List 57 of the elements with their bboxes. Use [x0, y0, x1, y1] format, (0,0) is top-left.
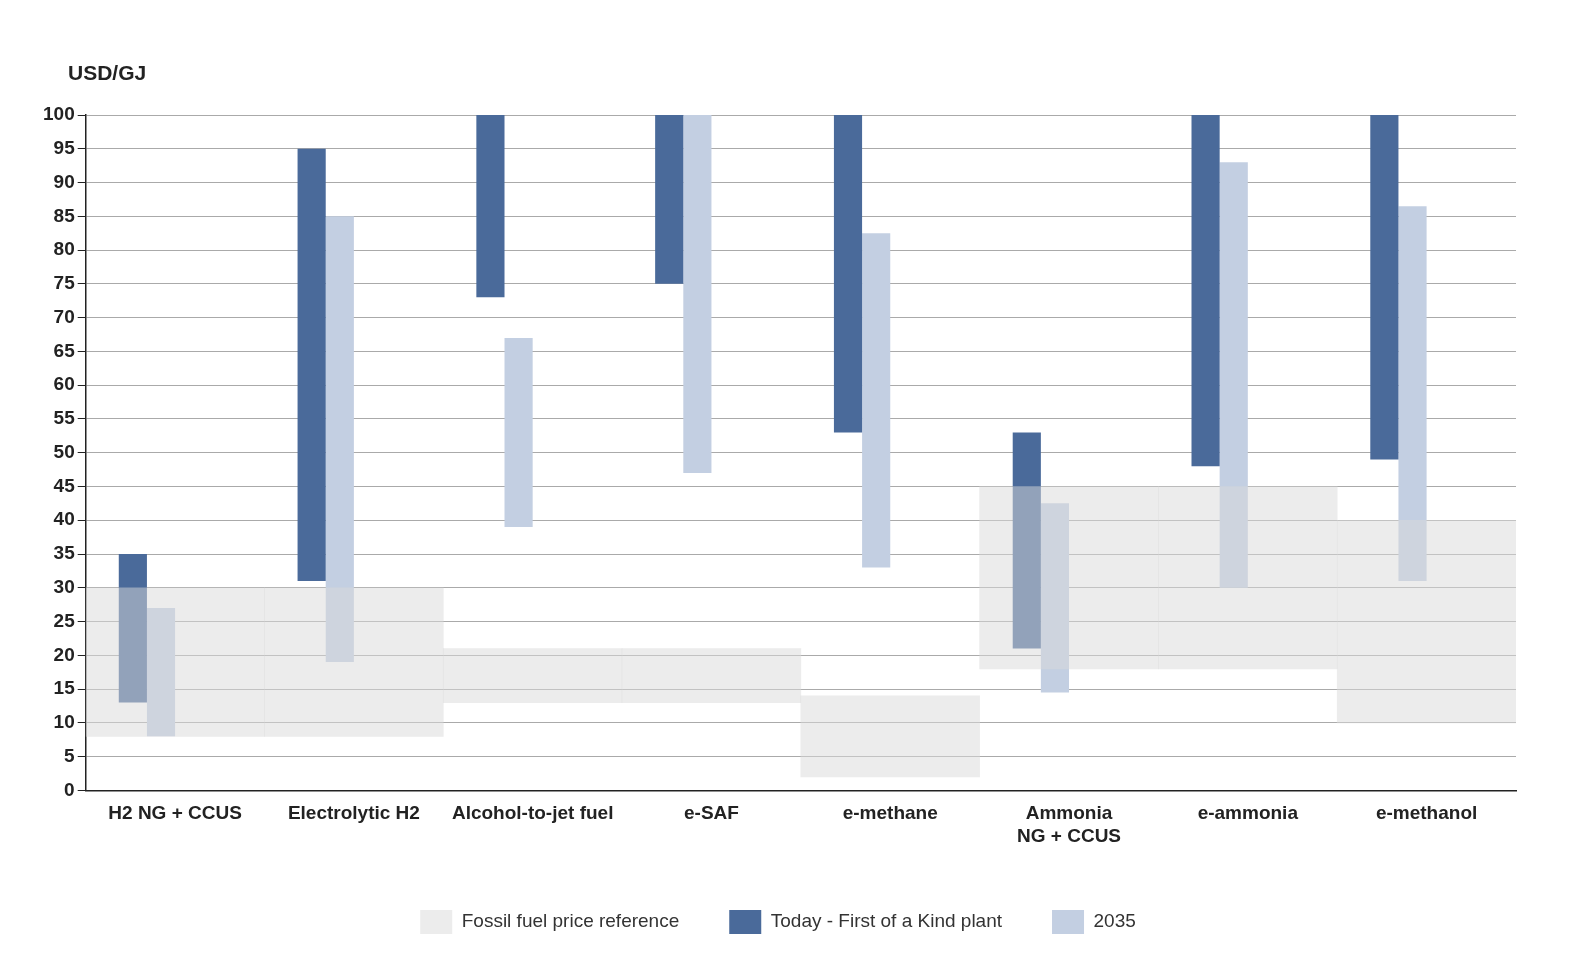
- y-tick-label: 90: [53, 170, 75, 192]
- y-tick-label: 65: [53, 339, 76, 361]
- bar: [442, 648, 623, 703]
- bar: [621, 648, 802, 703]
- y-tick-label: 30: [53, 576, 75, 598]
- bar: [264, 587, 444, 737]
- bar: [85, 587, 265, 737]
- bar: [1398, 206, 1427, 582]
- x-tick-label: e-methanol: [1375, 802, 1478, 824]
- bar: [297, 148, 326, 582]
- y-tick-label: 35: [53, 542, 76, 564]
- y-tick-label: 75: [53, 272, 76, 294]
- bar: [1219, 162, 1248, 588]
- y-tick-label: 0: [64, 778, 75, 800]
- legend-label: 2035: [1093, 910, 1136, 932]
- x-tick-label: e-ammonia: [1197, 802, 1299, 824]
- y-tick-label: 10: [53, 711, 75, 733]
- bar: [800, 695, 980, 778]
- bar: [118, 554, 147, 703]
- x-tick-label: e-methane: [842, 802, 938, 824]
- bar: [504, 337, 533, 527]
- y-tick-label: 100: [43, 103, 75, 125]
- bar: [833, 115, 863, 433]
- y-tick-label: 80: [53, 238, 75, 260]
- y-tick-label: 45: [53, 474, 76, 496]
- x-tick-label: H2 NG + CCUS: [108, 802, 242, 824]
- bar: [476, 115, 505, 298]
- y-tick-label: 20: [53, 643, 75, 665]
- x-tick-label: Ammonia NG + CCUS: [1017, 802, 1122, 846]
- bar: [1012, 432, 1041, 649]
- bar: [1370, 115, 1399, 460]
- bar: [1191, 115, 1220, 467]
- y-tick-label: 25: [53, 609, 76, 631]
- bar: [655, 115, 684, 284]
- bar: [683, 115, 712, 473]
- legend-label: Today - First of a Kind plant: [770, 910, 1003, 932]
- legend-label: Fossil fuel price reference: [461, 910, 680, 932]
- y-tick-label: 85: [53, 204, 76, 226]
- y-tick-label: 60: [53, 373, 75, 395]
- y-tick-label: 95: [53, 137, 76, 158]
- bar: [325, 216, 354, 663]
- y-tick-label: 15: [53, 677, 76, 699]
- y-axis-title: USD/GJ: [68, 61, 147, 85]
- x-tick-label: e-SAF: [684, 802, 739, 824]
- bar: [862, 233, 891, 568]
- bar: [1158, 486, 1338, 670]
- x-tick-label: Electrolytic H2: [287, 802, 420, 824]
- y-tick-label: 70: [53, 305, 75, 327]
- y-tick-label: 5: [64, 744, 76, 766]
- bar: [1040, 503, 1070, 693]
- y-tick-label: 50: [53, 440, 75, 462]
- y-tick-label: 55: [53, 407, 76, 429]
- bar: [979, 486, 1159, 670]
- x-tick-label: Alcohol-to-jet fuel: [451, 802, 614, 824]
- bar: [1336, 519, 1516, 724]
- y-tick-label: 40: [53, 508, 75, 530]
- bar: [146, 608, 176, 737]
